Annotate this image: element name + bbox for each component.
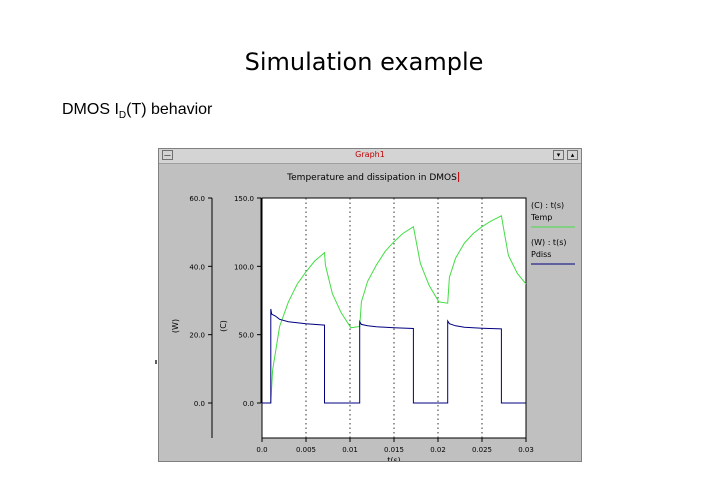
cursor-mark xyxy=(155,360,157,364)
subtitle-rest: (T) behavior xyxy=(126,101,213,118)
chart-svg: Temperature and dissipation in DMOS (W) … xyxy=(171,172,575,461)
w-tick-label: 40.0 xyxy=(189,263,205,271)
x-tick-label: 0.0 xyxy=(256,446,267,454)
text-cursor xyxy=(458,172,460,182)
x-tick-label: 0.03 xyxy=(518,446,534,454)
chart-title: Temperature and dissipation in DMOS xyxy=(286,173,457,183)
c-tick-label: 150.0 xyxy=(234,195,254,203)
window-title: Graph1 xyxy=(355,150,385,159)
maximize-icon[interactable]: ▴ xyxy=(567,150,578,160)
x-tick-label: 0.01 xyxy=(342,446,358,454)
plot-area xyxy=(261,197,527,439)
minimize-icon[interactable]: ▾ xyxy=(553,150,564,160)
x-axis-label: t(s) xyxy=(387,456,401,461)
subtitle-subscript: D xyxy=(118,110,127,122)
c-tick-label: 0.0 xyxy=(243,400,254,408)
c-tick-label: 50.0 xyxy=(238,332,254,340)
x-tick-label: 0.005 xyxy=(296,446,316,454)
graph-window: — Graph1 ▾ ▴ Temperature and dissipation… xyxy=(158,148,582,462)
menu-dash-icon[interactable]: — xyxy=(162,150,173,160)
w-tick-label: 0.0 xyxy=(194,400,205,408)
c-axis-label: (C) xyxy=(219,320,228,332)
x-tick-label: 0.02 xyxy=(430,446,446,454)
x-tick-label: 0.025 xyxy=(472,446,492,454)
series-line-pdiss xyxy=(262,308,526,404)
window-titlebar[interactable]: — Graph1 ▾ ▴ xyxy=(159,149,581,164)
legend-pdiss-name: Pdiss xyxy=(531,250,551,259)
x-tick-label: 0.015 xyxy=(384,446,404,454)
w-axis-label: (W) xyxy=(171,319,180,333)
slide-title: Simulation example xyxy=(244,48,484,76)
legend-temp-name: Temp xyxy=(530,213,552,222)
w-tick-label: 20.0 xyxy=(189,332,205,340)
subtitle-main: DMOS I xyxy=(62,101,119,118)
legend: (C) : t(s) Temp (W) : t(s) Pdiss xyxy=(530,201,575,265)
slide-subtitle: DMOS ID(T) behavior xyxy=(62,101,212,121)
legend-temp-header: (C) : t(s) xyxy=(531,201,564,210)
c-tick-label: 100.0 xyxy=(234,263,254,271)
legend-pdiss-header: (W) : t(s) xyxy=(531,238,566,247)
series-line-temp xyxy=(262,215,527,404)
w-tick-label: 60.0 xyxy=(189,195,205,203)
